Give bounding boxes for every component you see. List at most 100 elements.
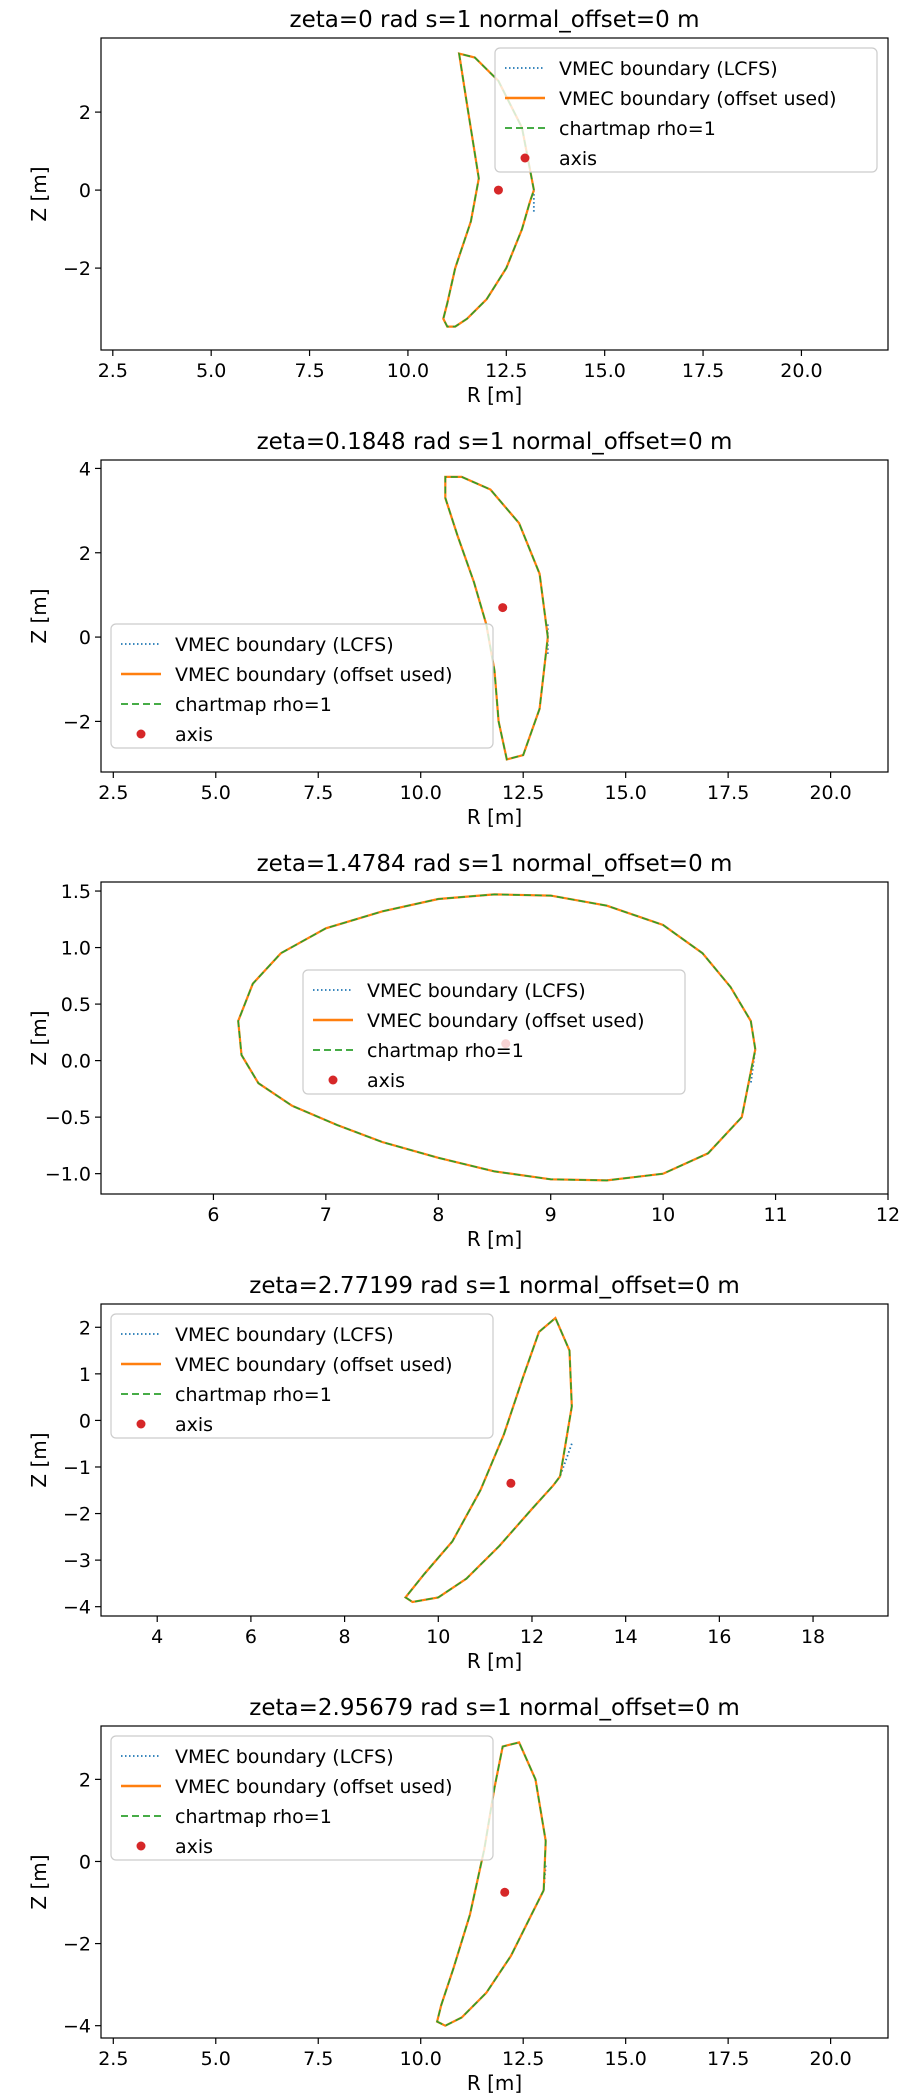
legend: VMEC boundary (LCFS) VMEC boundary (offse… — [302, 969, 686, 1095]
x-axis-label: R [m] — [467, 383, 522, 407]
y-axis-label: Z [m] — [27, 588, 51, 643]
y-tick-label: −1 — [63, 1457, 91, 1479]
x-tick-label: 10.0 — [400, 782, 442, 804]
legend-swatch-axis — [520, 153, 530, 163]
legend: VMEC boundary (LCFS) VMEC boundary (offse… — [110, 623, 494, 749]
legend-label: VMEC boundary (LCFS) — [367, 980, 586, 1002]
chart-title: zeta=0.1848 rad s=1 normal_offset=0 m — [257, 429, 733, 455]
x-tick-label: 12.5 — [502, 2048, 544, 2070]
legend-label: chartmap rho=1 — [175, 1384, 332, 1406]
x-tick-label: 17.5 — [707, 782, 749, 804]
x-axis-label: R [m] — [467, 1649, 522, 1673]
y-tick-label: −0.5 — [45, 1107, 91, 1129]
legend-label: chartmap rho=1 — [175, 1806, 332, 1828]
legend-label: axis — [175, 1414, 213, 1436]
x-tick-label: 8 — [432, 1204, 444, 1226]
y-tick-label: −1.0 — [45, 1164, 91, 1186]
legend-box — [110, 623, 494, 749]
legend-label: VMEC boundary (offset used) — [175, 664, 453, 686]
chart-panel-1: zeta=0 rad s=1 normal_offset=0 m 2.5 5.0 7.… — [27, 7, 889, 407]
legend-label: VMEC boundary (offset used) — [175, 1354, 453, 1376]
chartmap-rho1-line — [442, 52, 535, 328]
x-tick-label: 5.0 — [201, 782, 231, 804]
x-axis-label: R [m] — [467, 1227, 522, 1251]
legend-label: VMEC boundary (LCFS) — [175, 1324, 394, 1346]
legend-swatch-axis — [136, 729, 146, 739]
y-tick-label: 0 — [79, 1410, 91, 1432]
chartmap-rho1-line — [237, 893, 757, 1182]
x-tick-label: 20.0 — [809, 2048, 851, 2070]
x-tick-label: 6 — [245, 1626, 257, 1648]
magnetic-axis-point — [498, 603, 508, 613]
x-tick-label: 10 — [651, 1204, 675, 1226]
legend-label: chartmap rho=1 — [175, 694, 332, 716]
legend-box — [110, 1313, 494, 1439]
plot-frame — [100, 37, 889, 351]
x-tick-label: 4 — [151, 1626, 163, 1648]
legend-box — [110, 1735, 494, 1861]
x-tick-label: 10.0 — [387, 360, 429, 382]
plot-frame — [100, 881, 889, 1195]
legend-label: axis — [367, 1070, 405, 1092]
legend-label: VMEC boundary (LCFS) — [175, 634, 394, 656]
plot-frame — [100, 459, 889, 773]
x-tick-label: 8 — [339, 1626, 351, 1648]
x-tick-label: 20.0 — [809, 782, 851, 804]
y-tick-label: −2 — [63, 258, 91, 280]
legend-swatch-axis — [328, 1075, 338, 1085]
x-tick-label: 2.5 — [98, 782, 128, 804]
x-tick-label: 5.0 — [196, 360, 226, 382]
magnetic-axis-point — [506, 1478, 516, 1488]
chartmap-rho1-line — [404, 1316, 573, 1603]
x-tick-label: 18 — [801, 1626, 825, 1648]
chart-panel-3: zeta=1.4784 rad s=1 normal_offset=0 m 6 7 8… — [27, 851, 900, 1251]
y-axis-label: Z [m] — [27, 166, 51, 221]
x-tick-label: 2.5 — [98, 2048, 128, 2070]
chart-title: zeta=2.77199 rad s=1 normal_offset=0 m — [249, 1273, 739, 1299]
x-tick-label: 2.5 — [98, 360, 128, 382]
x-tick-label: 20.0 — [780, 360, 822, 382]
magnetic-axis-point — [500, 1887, 510, 1897]
y-tick-label: 2 — [79, 1317, 91, 1339]
y-tick-label: 0.5 — [61, 994, 91, 1016]
y-tick-label: −4 — [63, 2016, 91, 2038]
x-tick-label: 12.5 — [485, 360, 527, 382]
chartmap-rho1-line — [436, 1741, 547, 2027]
plot-frame — [100, 1725, 889, 2039]
legend: VMEC boundary (LCFS) VMEC boundary (offse… — [110, 1735, 494, 1861]
y-tick-label: 2 — [79, 543, 91, 565]
y-tick-label: −3 — [63, 1550, 91, 1572]
legend-label: VMEC boundary (offset used) — [367, 1010, 645, 1032]
y-tick-label: 2 — [79, 1769, 91, 1791]
legend-box — [302, 969, 686, 1095]
y-tick-label: 1.5 — [61, 881, 91, 903]
x-tick-label: 7.5 — [294, 360, 324, 382]
chart-title: zeta=0 rad s=1 normal_offset=0 m — [290, 7, 700, 33]
legend-swatch-axis — [136, 1841, 146, 1851]
chartmap-rho1-line — [444, 476, 549, 761]
legend-label: axis — [559, 148, 597, 170]
x-tick-label: 17.5 — [707, 2048, 749, 2070]
legend-swatch-axis — [136, 1419, 146, 1429]
legend-label: VMEC boundary (offset used) — [559, 88, 837, 110]
x-tick-label: 15.0 — [584, 360, 626, 382]
x-tick-label: 7.5 — [303, 782, 333, 804]
x-tick-label: 15.0 — [605, 782, 647, 804]
magnetic-axis-point — [493, 185, 503, 195]
y-tick-label: 1.0 — [61, 938, 91, 960]
y-tick-label: 2 — [79, 102, 91, 124]
legend-label: chartmap rho=1 — [367, 1040, 524, 1062]
legend-label: VMEC boundary (LCFS) — [175, 1746, 394, 1768]
x-tick-label: 17.5 — [682, 360, 724, 382]
y-tick-label: −2 — [63, 1934, 91, 1956]
y-tick-label: 0.0 — [61, 1051, 91, 1073]
y-tick-label: 0 — [79, 180, 91, 202]
y-tick-label: 0 — [79, 1851, 91, 1873]
x-tick-label: 12 — [520, 1626, 544, 1648]
legend-label: axis — [175, 1836, 213, 1858]
x-tick-label: 10.0 — [400, 2048, 442, 2070]
y-axis-label: Z [m] — [27, 1010, 51, 1065]
y-tick-label: 0 — [79, 627, 91, 649]
x-tick-label: 7.5 — [303, 2048, 333, 2070]
chart-panel-2: zeta=0.1848 rad s=1 normal_offset=0 m 2.5… — [27, 429, 889, 829]
